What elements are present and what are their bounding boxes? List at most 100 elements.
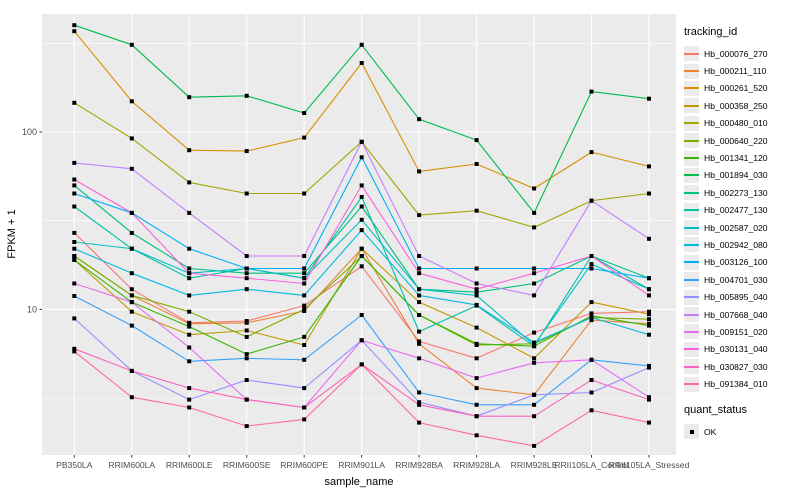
legend-key-line-icon bbox=[684, 376, 699, 392]
data-point bbox=[532, 340, 537, 345]
data-point bbox=[647, 317, 651, 322]
data-point bbox=[589, 378, 594, 382]
data-point bbox=[244, 266, 249, 271]
data-point bbox=[589, 390, 594, 395]
data-point bbox=[647, 96, 651, 101]
data-point bbox=[302, 307, 307, 312]
data-point bbox=[532, 343, 537, 347]
data-point bbox=[302, 271, 307, 276]
data-point bbox=[647, 164, 651, 169]
data-point bbox=[187, 95, 192, 100]
legend-key-line-icon bbox=[684, 289, 699, 305]
data-point bbox=[244, 397, 249, 402]
data-point bbox=[647, 276, 651, 281]
legend-key-line-icon bbox=[684, 307, 699, 323]
data-point bbox=[589, 150, 594, 155]
data-point bbox=[72, 240, 77, 244]
data-point bbox=[72, 281, 77, 286]
legend-item-Hb_000480_010: Hb_000480_010 bbox=[684, 115, 798, 132]
data-point bbox=[359, 264, 364, 269]
data-point bbox=[359, 217, 364, 222]
legend-key-line-icon bbox=[684, 359, 699, 375]
data-point bbox=[302, 303, 307, 308]
legend-item-Hb_007668_040: Hb_007668_040 bbox=[684, 306, 798, 323]
legend-key-line-icon bbox=[684, 272, 699, 288]
data-point bbox=[359, 246, 364, 251]
data-point bbox=[647, 191, 651, 196]
data-point bbox=[647, 397, 651, 402]
legend-item-Hb_000358_250: Hb_000358_250 bbox=[684, 97, 798, 114]
legend-item-Hb_000261_520: Hb_000261_520 bbox=[684, 80, 798, 97]
data-point bbox=[302, 334, 307, 339]
data-point bbox=[589, 318, 594, 323]
data-point bbox=[302, 281, 307, 286]
legend-item-Hb_002477_130: Hb_002477_130 bbox=[684, 202, 798, 219]
data-point bbox=[72, 254, 77, 258]
legend-item-label: Hb_002587_020 bbox=[704, 222, 768, 233]
data-point bbox=[72, 29, 77, 34]
data-point bbox=[647, 332, 651, 337]
data-point bbox=[302, 357, 307, 362]
legend-key-line-icon bbox=[684, 133, 699, 149]
data-point bbox=[417, 117, 422, 122]
data-point bbox=[474, 208, 479, 213]
legend-item-Hb_001894_030: Hb_001894_030 bbox=[684, 167, 798, 184]
data-point bbox=[187, 359, 192, 364]
legend-item-Hb_002587_020: Hb_002587_020 bbox=[684, 219, 798, 236]
legend-item-Hb_091384_010: Hb_091384_010 bbox=[684, 375, 798, 392]
legend-key-line-icon bbox=[684, 80, 699, 96]
data-point bbox=[647, 365, 651, 370]
data-point bbox=[474, 386, 479, 391]
data-point bbox=[302, 191, 307, 196]
data-point bbox=[187, 276, 192, 281]
data-point bbox=[359, 155, 364, 160]
data-point bbox=[72, 160, 77, 165]
data-point bbox=[417, 339, 422, 344]
legend-item-label: Hb_000480_010 bbox=[704, 118, 768, 129]
data-point bbox=[532, 360, 537, 365]
data-point bbox=[359, 338, 364, 343]
data-point bbox=[302, 405, 307, 410]
data-point bbox=[417, 169, 422, 174]
data-point bbox=[187, 309, 192, 314]
data-point bbox=[474, 266, 479, 271]
data-point bbox=[359, 204, 364, 209]
data-point bbox=[72, 183, 77, 188]
legend-item-label: Hb_000211_110 bbox=[704, 66, 767, 77]
data-point bbox=[589, 89, 594, 94]
data-point bbox=[417, 313, 422, 317]
data-point bbox=[532, 210, 537, 215]
legend-item-Hb_000076_270: Hb_000076_270 bbox=[684, 45, 798, 62]
data-point bbox=[129, 323, 134, 328]
data-point bbox=[129, 300, 134, 305]
data-point bbox=[72, 246, 77, 251]
data-point bbox=[589, 408, 594, 413]
legend-item-Hb_000640_220: Hb_000640_220 bbox=[684, 132, 798, 149]
legend-title-tracking-id: tracking_id bbox=[684, 26, 738, 38]
legend-item-Hb_004701_030: Hb_004701_030 bbox=[684, 271, 798, 288]
data-point bbox=[129, 166, 134, 171]
legend-item-label: Hb_000076_270 bbox=[704, 48, 768, 59]
data-point bbox=[532, 392, 537, 397]
legend-key-line-icon bbox=[684, 185, 699, 201]
data-point bbox=[302, 135, 307, 140]
data-point bbox=[302, 386, 307, 391]
x-tick-label: RRIM928LA bbox=[453, 460, 500, 470]
data-point bbox=[359, 362, 364, 367]
data-point bbox=[244, 254, 249, 258]
legend-item-label: Hb_001894_030 bbox=[704, 170, 768, 181]
legend-item-label: Hb_001341_120 bbox=[704, 153, 768, 164]
data-point bbox=[532, 266, 537, 271]
legend-item-Hb_030827_030: Hb_030827_030 bbox=[684, 358, 798, 375]
data-point bbox=[129, 368, 134, 373]
legend-item-Hb_005895_040: Hb_005895_040 bbox=[684, 288, 798, 305]
data-point bbox=[129, 395, 134, 400]
quant-status-label: OK bbox=[704, 426, 717, 437]
data-point bbox=[532, 443, 537, 448]
black-square-point-icon bbox=[684, 424, 699, 439]
x-tick-label: RRIM928LE bbox=[511, 460, 558, 470]
y-tick-label: 100 bbox=[22, 127, 37, 137]
data-point bbox=[474, 402, 479, 407]
data-point bbox=[589, 254, 594, 258]
x-axis-title: sample_name bbox=[324, 476, 394, 488]
